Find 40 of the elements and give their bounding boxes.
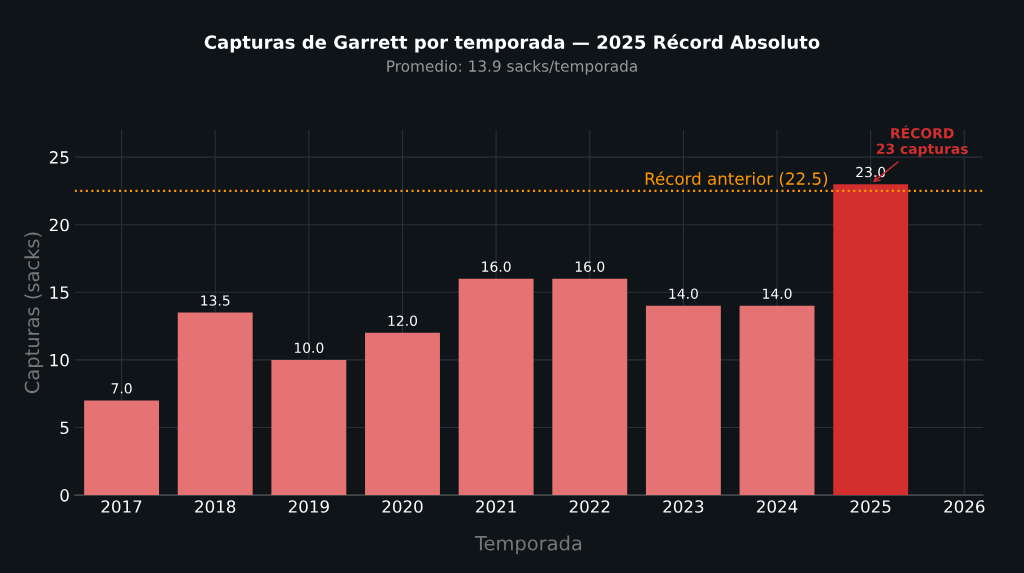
data-label: 10.0 — [294, 342, 324, 354]
bar — [84, 400, 160, 496]
x-tick-label: 2025 — [850, 500, 891, 513]
y-tick-label: 20 — [49, 218, 69, 232]
data-label: 16.0 — [482, 261, 511, 272]
y-tick-label: 15 — [50, 286, 69, 299]
data-label: 16.0 — [575, 261, 605, 272]
bar — [833, 184, 909, 496]
x-axis-title: Temporada — [474, 535, 582, 555]
y-axis-title: Capturas (sacks) — [24, 232, 44, 394]
x-tick-label: 2017 — [101, 500, 142, 513]
bar — [552, 278, 628, 496]
y-tick-label: 0 — [60, 489, 69, 502]
y-tick-label: 10 — [50, 353, 69, 367]
chart-title: Capturas de Garrett por temporada — 2025 Récord Absoluto — [204, 34, 820, 53]
x-tick-label: 2024 — [757, 500, 798, 513]
bar — [739, 305, 815, 496]
x-tick-label: 2018 — [195, 500, 236, 513]
data-label: 12.0 — [388, 315, 418, 326]
y-tick-label: 5 — [60, 421, 69, 435]
bar — [177, 312, 253, 496]
x-tick-label: 2023 — [663, 500, 704, 513]
bar — [645, 305, 721, 496]
data-label: 14.0 — [669, 288, 698, 299]
x-tick-label: 2026 — [944, 500, 985, 513]
data-label: 7.0 — [111, 383, 132, 394]
bar — [365, 332, 440, 496]
data-label: 14.0 — [763, 288, 792, 299]
annotation: RÉCORD 23 capturas — [876, 125, 968, 157]
x-tick-label: 2022 — [569, 500, 610, 513]
chart-subtitle: Promedio: 13.9 sacks/temporada — [387, 60, 637, 75]
bar — [458, 278, 534, 496]
x-tick-label: 2020 — [382, 500, 423, 513]
ref-line-label: Récord anterior (22.5) — [645, 171, 828, 187]
bar — [271, 359, 347, 496]
data-label: 13.5 — [201, 295, 230, 306]
x-tick-label: 2019 — [288, 500, 329, 513]
data-label: 23.0 — [856, 166, 886, 178]
y-tick-label: 25 — [49, 151, 69, 164]
x-tick-label: 2021 — [476, 500, 516, 513]
